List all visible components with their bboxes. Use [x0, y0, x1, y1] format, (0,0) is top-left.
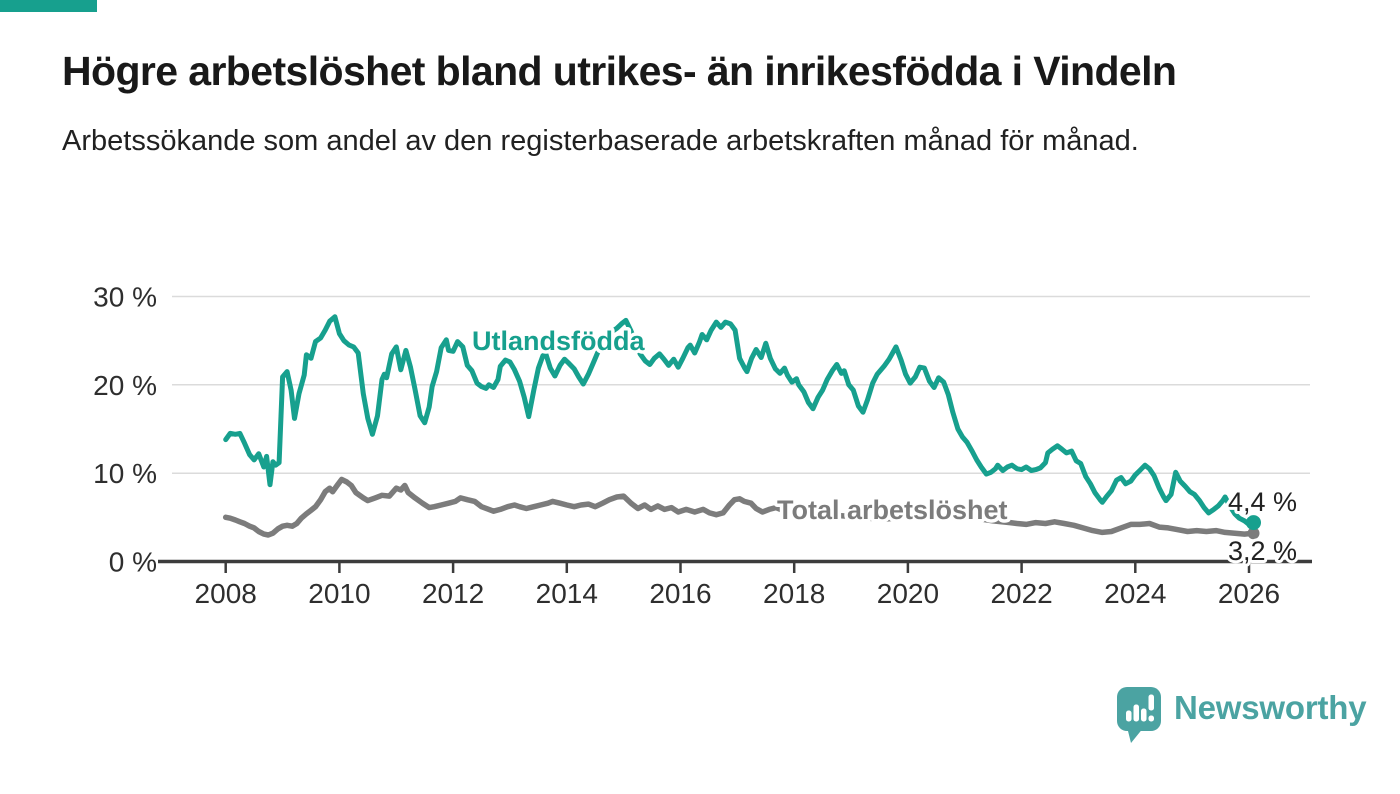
- y-axis-tick-label: 30 %: [93, 282, 157, 313]
- series-line-total: [222, 476, 1257, 538]
- series-end-dot-total: [1247, 527, 1260, 540]
- x-axis-tick-label: 2012: [422, 578, 484, 609]
- newsworthy-logo-icon: [1117, 687, 1161, 743]
- logo-bar-1: [1126, 710, 1132, 722]
- y-axis-tick-label: 0 %: [109, 547, 157, 578]
- end-value-label-total: 3,2 %: [1228, 536, 1297, 566]
- series-label-utlandsfodda: Utlandsfödda: [472, 326, 645, 356]
- x-axis-tick-label: 2008: [195, 578, 257, 609]
- grid-layer: 30 % 20 % 10 % 0 % 2008 2010 2012 2014 2016 2018 2…: [93, 282, 1312, 609]
- brand-logo: Newsworthy: [1117, 686, 1367, 746]
- series-line-utlandsfodda: [223, 314, 1256, 527]
- x-axis-tick-label: 2022: [990, 578, 1052, 609]
- x-axis-tick-label: 2026: [1218, 578, 1280, 609]
- y-axis-tick-label: 10 %: [93, 458, 157, 489]
- page-subtitle: Arbetssökande som andel av den registerb…: [62, 125, 1139, 158]
- logo-exclamation-dot: [1148, 715, 1154, 722]
- x-axis-tick-label: 2016: [649, 578, 711, 609]
- brand-name: Newsworthy: [1174, 689, 1367, 726]
- label-layer: Utlandsfödda Total arbetslöshet 4,4 % 3,…: [469, 323, 1301, 570]
- header: Högre arbetslöshet bland utrikes- än inr…: [0, 47, 1400, 163]
- x-axis-tick-label: 2014: [536, 578, 598, 609]
- series-end-dot-utlandsfodda: [1246, 515, 1261, 531]
- x-axis-tick-label: 2018: [763, 578, 825, 609]
- logo-bar-2: [1133, 704, 1139, 722]
- x-axis-tick-label: 2024: [1104, 578, 1166, 609]
- series-layer: [222, 314, 1261, 540]
- y-axis-tick-label: 20 %: [93, 370, 157, 401]
- logo-exclamation-bar: [1148, 694, 1154, 711]
- page-title: Högre arbetslöshet bland utrikes- än inr…: [62, 48, 1177, 94]
- x-axis-tick-label: 2010: [308, 578, 370, 609]
- x-axis-tick-label: 2020: [877, 578, 939, 609]
- series-label-total-arbetsloshet: Total arbetslöshet: [777, 495, 1008, 525]
- accent-bar: [0, 0, 97, 12]
- end-value-label-utlandsfodda: 4,4 %: [1228, 487, 1297, 517]
- logo-bar-3: [1141, 708, 1147, 722]
